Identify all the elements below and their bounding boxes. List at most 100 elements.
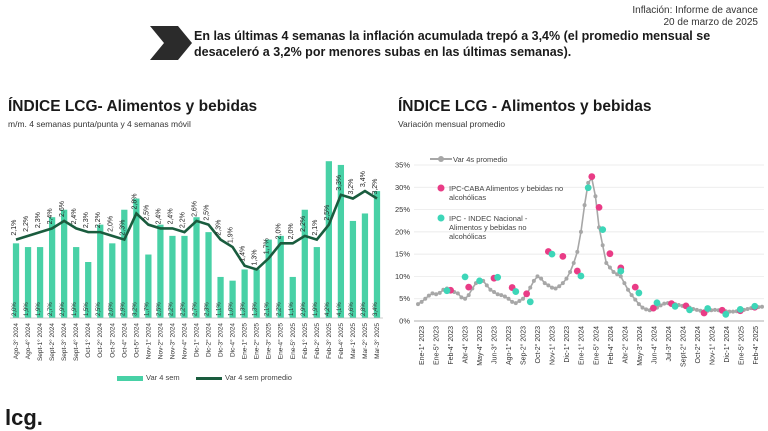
bar-label-5: 1,9% — [72, 302, 78, 316]
var4s-point-0 — [416, 302, 420, 307]
var4s-point-60 — [633, 297, 638, 302]
bar-label-0: 2,0% — [12, 302, 18, 316]
bar-10 — [133, 198, 140, 318]
right-x-tick-6: Ago-1° 2023 — [505, 326, 513, 365]
right-x-tick-22: Ene-5° 2025 — [737, 326, 745, 365]
caba-point-7 — [573, 267, 581, 275]
line-label-8: 2,0% — [107, 216, 114, 232]
right-x-tick-10: Dic-1° 2023 — [563, 326, 571, 363]
bar-label-17: 1,1% — [217, 302, 223, 316]
bar-label-30: 3,4% — [373, 302, 379, 316]
right-x-tick-2: Feb-4° 2023 — [447, 326, 455, 365]
var4s-point-1 — [419, 299, 424, 304]
x-tick-17: Dic-3° 2024 — [217, 323, 225, 357]
var4s-point-59 — [629, 293, 634, 298]
right-x-tick-7: Sep-2° 2023 — [520, 326, 528, 365]
right-x-tick-23: Feb-4° 2025 — [752, 326, 760, 365]
bar-label-1: 1,9% — [24, 302, 30, 316]
right-x-tick-15: May-3° 2024 — [636, 326, 644, 366]
bar-label-24: 2,9% — [301, 302, 307, 316]
bar-20 — [253, 269, 260, 318]
bar-1 — [24, 247, 32, 318]
caba-point-8 — [588, 173, 596, 180]
line-label-5: 2,4% — [71, 208, 78, 224]
x-tick-28: Mar-1° 2025 — [349, 323, 357, 359]
line-label-29: 3,4% — [360, 171, 367, 187]
report-date: 20 de marzo de 2025 — [663, 17, 758, 28]
bar-6 — [85, 262, 92, 318]
line-label-24: 2,2% — [300, 216, 307, 232]
var4s-point-39 — [557, 284, 562, 289]
bar-19 — [241, 269, 248, 318]
y-tick-4: 20% — [395, 227, 410, 236]
var4s-point-49 — [593, 194, 598, 199]
indec-point-1 — [461, 273, 469, 281]
bar-label-11: 1,7% — [144, 302, 150, 316]
right-chart: 0% 5% 10% 15% 20% 25% 30% 35% Ene-1° 2023 Ene-5° … — [395, 161, 764, 367]
var4s-point-68 — [662, 301, 667, 306]
legend-pink-dot — [437, 184, 445, 192]
var4s-point-37 — [549, 285, 554, 290]
bar-label-15: 2,7% — [193, 302, 199, 316]
x-tick-5: Sept-4° 2024 — [72, 323, 80, 361]
line-label-22: 2,0% — [276, 223, 283, 239]
var4s-point-5 — [434, 292, 439, 297]
line-label-6: 2,3% — [83, 212, 90, 228]
right-chart-subtitle: Variación mensual promedio — [398, 119, 506, 129]
bar-5 — [73, 247, 80, 318]
bar-label-21: 2,1% — [265, 302, 271, 316]
var4s-point-14 — [466, 293, 471, 298]
caba-point-1 — [465, 283, 473, 291]
x-tick-3: Sept-2° 2024 — [48, 323, 56, 361]
indec-point-3 — [494, 273, 502, 281]
var4s-point-82 — [712, 307, 717, 312]
var4s-point-32 — [531, 278, 536, 283]
right-x-tick-3: Abr-4° 2023 — [462, 326, 470, 364]
x-tick-23: Ene-5° 2025 — [289, 323, 297, 360]
x-tick-8: Oct-3° 2024 — [108, 323, 116, 358]
bar-30 — [373, 191, 381, 318]
var4s-point-6 — [437, 290, 442, 295]
var4s-point-43 — [571, 261, 576, 266]
right-x-tick-14: Abr-2° 2024 — [621, 326, 629, 364]
right-x-tick-19: Oct-2° 2024 — [694, 326, 702, 364]
line-label-0: 2,1% — [11, 220, 18, 236]
bar-18 — [229, 280, 236, 318]
x-tick-22: Ene-4° 2025 — [277, 323, 285, 360]
x-tick-11: Nov-1° 2024 — [144, 323, 152, 360]
indec-point-14 — [686, 306, 693, 314]
bar-22 — [277, 235, 284, 318]
bar-8 — [109, 243, 116, 318]
x-tick-14: Nov-4° 2024 — [180, 323, 188, 360]
legend-gray-dot — [438, 156, 444, 162]
left-chart-subtitle: m/m. 4 semanas punta/punta y 4 semanas m… — [8, 119, 191, 129]
indec-point-0 — [443, 287, 451, 295]
var4s-point-40 — [560, 281, 565, 286]
x-tick-26: Feb-3° 2025 — [325, 323, 333, 359]
bar-3 — [48, 217, 56, 318]
right-x-tick-21: Dic-1° 2024 — [723, 326, 731, 363]
var4s-point-13 — [463, 296, 468, 301]
caba-point-10 — [606, 250, 614, 258]
var4s-point-3 — [426, 293, 431, 298]
bar-label-2: 1,9% — [36, 302, 42, 316]
indec-point-5 — [526, 298, 534, 306]
right-x-tick-0: Ene-1° 2023 — [418, 326, 426, 365]
line-label-11: 2,5% — [143, 205, 150, 221]
line-label-21: 1,7% — [264, 238, 271, 254]
var4s-point-63 — [644, 307, 649, 312]
y-tick-0: 0% — [399, 317, 410, 326]
line-label-10: 2,8% — [131, 193, 138, 209]
legend-pink-label: IPC-CABA Alimentos y bebidas no alcohóli… — [449, 184, 564, 202]
x-tick-9: Oct-4° 2024 — [120, 323, 128, 358]
var4s-point-31 — [528, 285, 533, 290]
var4s-point-53 — [607, 265, 612, 270]
bar-label-23: 1,1% — [289, 302, 295, 316]
bar-17 — [217, 276, 224, 318]
right-x-tick-18: Sept-2° 2024 — [679, 326, 687, 367]
var4s-point-29 — [521, 296, 526, 301]
bar-label-29: 2,8% — [361, 302, 367, 316]
bar-16 — [205, 232, 212, 318]
line-label-1: 2,2% — [23, 216, 30, 232]
bar-label-14: 2,2% — [180, 302, 186, 316]
